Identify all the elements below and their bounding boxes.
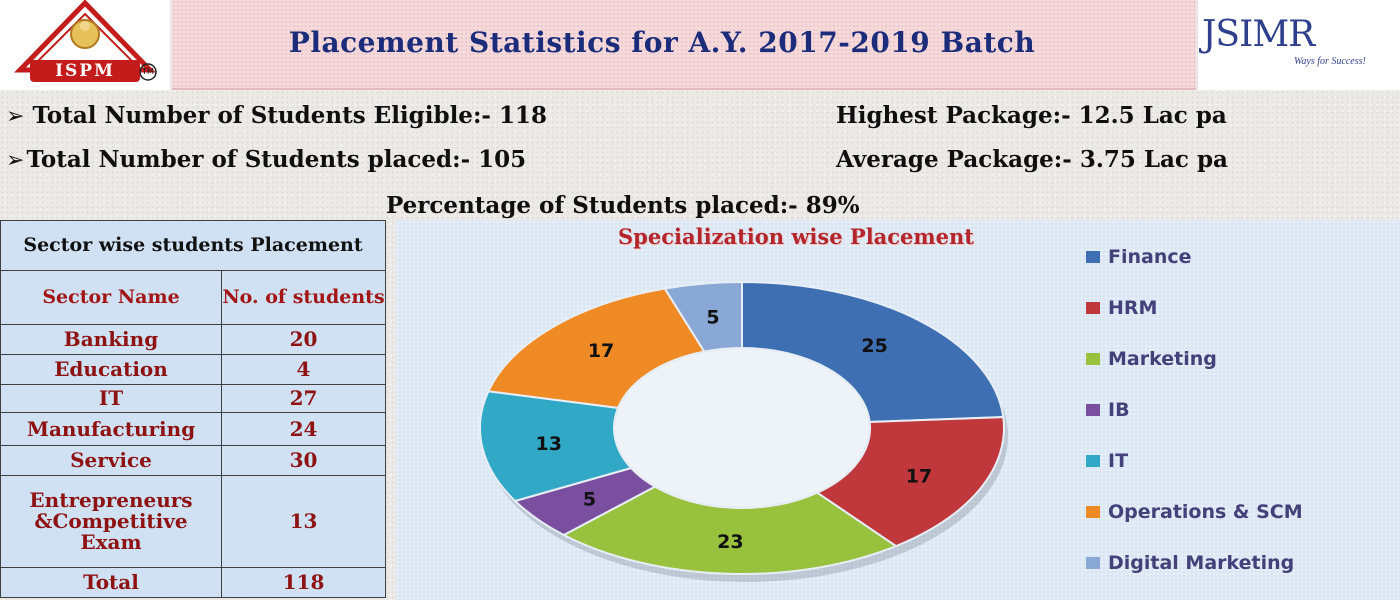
- legend-item: IT: [1086, 446, 1128, 476]
- legend-swatch: [1086, 353, 1100, 365]
- sector-count: 13: [221, 474, 386, 568]
- ispm-emblem-icon: [14, 0, 157, 82]
- table-row: Banking 20: [0, 324, 386, 356]
- stat-highest: Highest Package:- 12.5 Lac pa: [836, 102, 1227, 129]
- arrow-bullet-icon: ➢: [6, 148, 25, 173]
- legend-swatch: [1086, 302, 1100, 314]
- donut-slice: [815, 416, 1005, 548]
- sector-count: 4: [221, 354, 386, 386]
- sector-name: Education: [0, 354, 222, 386]
- donut-slice: [663, 280, 743, 353]
- ispm-logo: ISPM TM: [0, 0, 170, 90]
- legend-swatch: [1086, 506, 1100, 518]
- donut-slice: [479, 390, 633, 503]
- slice-data-label: 5: [706, 306, 719, 328]
- sector-count: 30: [221, 444, 386, 476]
- jsimr-tagline: Ways for Success!: [1294, 56, 1366, 67]
- total-value: 118: [221, 566, 386, 599]
- legend-item: Marketing: [1086, 344, 1217, 374]
- sector-count: 27: [221, 384, 386, 414]
- legend-swatch: [1086, 557, 1100, 569]
- sector-name: Entrepreneurs &Competitive Exam: [0, 474, 222, 568]
- table-row: Service 30: [0, 444, 386, 476]
- legend-label: IT: [1108, 450, 1129, 472]
- legend-label: HRM: [1108, 297, 1158, 319]
- sector-name: Banking: [0, 324, 222, 356]
- table-row: IT 27: [0, 384, 386, 414]
- table-header-row: Sector Name No. of students: [0, 270, 386, 326]
- total-label: Total: [0, 566, 222, 599]
- jsimr-logo-text: JSIMR: [1202, 14, 1315, 55]
- legend-item: HRM: [1086, 293, 1157, 323]
- sector-count: 24: [221, 412, 386, 446]
- legend-label: Finance: [1108, 246, 1192, 268]
- chart-title: Specialization wise Placement: [618, 224, 974, 249]
- chart-panel: Specialization wise Placement 25 17 23 5 13 1…: [396, 220, 1400, 600]
- page-title: Placement Statistics for A.Y. 2017-2019 …: [288, 26, 1036, 59]
- legend-item: Finance: [1086, 242, 1192, 272]
- legend-item: Digital Marketing: [1086, 548, 1294, 578]
- table-row: Entrepreneurs &Competitive Exam 13: [0, 474, 386, 568]
- title-banner: Placement Statistics for A.Y. 2017-2019 …: [172, 0, 1196, 90]
- table-title-row: Sector wise students Placement: [0, 219, 386, 272]
- donut-hole: [615, 349, 869, 507]
- slice-data-label: 13: [536, 433, 562, 455]
- slice-data-label: 25: [861, 335, 887, 357]
- slice-data-label: 5: [583, 488, 596, 510]
- table-row: Education 4: [0, 354, 386, 386]
- stat-placed: ➢Total Number of Students placed:- 105: [6, 146, 526, 173]
- stat-eligible: ➢ Total Number of Students Eligible:- 118: [6, 102, 547, 129]
- ispm-logo-text: ISPM: [55, 61, 115, 81]
- legend-label: Operations & SCM: [1108, 501, 1303, 523]
- sector-count: 20: [221, 324, 386, 356]
- legend-item: IB: [1086, 395, 1130, 425]
- sector-name: Manufacturing: [0, 412, 222, 446]
- legend-label: Digital Marketing: [1108, 552, 1295, 574]
- stat-placed-text: Total Number of Students placed:- 105: [26, 146, 527, 173]
- arrow-bullet-icon: ➢: [6, 104, 25, 129]
- slice-data-label: 17: [906, 466, 932, 488]
- donut-slice: [561, 485, 899, 575]
- stat-eligible-text: Total Number of Students Eligible:- 118: [32, 102, 547, 129]
- legend-label: Marketing: [1108, 348, 1217, 370]
- stat-percentage: Percentage of Students placed:- 89%: [386, 192, 860, 219]
- donut-slice: [741, 280, 1005, 424]
- ispm-logo-mark: TM: [142, 67, 154, 76]
- col-header-count: No. of students: [221, 270, 386, 326]
- col-header-sector: Sector Name: [0, 270, 222, 326]
- legend-label: IB: [1108, 399, 1130, 421]
- sector-name: Service: [0, 444, 222, 476]
- jsimr-logo: JSIMR Ways for Success!: [1198, 0, 1400, 90]
- sector-name: IT: [0, 384, 222, 414]
- table-title: Sector wise students Placement: [0, 219, 386, 272]
- legend-item: Operations & SCM: [1086, 497, 1303, 527]
- legend-swatch: [1086, 251, 1100, 263]
- stat-average: Average Package:- 3.75 Lac pa: [836, 146, 1228, 173]
- donut-chart: 25 17 23 5 13 17 5: [479, 280, 1008, 582]
- slice-data-label: 23: [717, 531, 743, 553]
- slice-data-label: 17: [588, 340, 614, 362]
- table-total-row: Total 118: [0, 566, 386, 599]
- header: ISPM TM Placement Statistics for A.Y. 20…: [0, 0, 1400, 90]
- sector-table: Sector wise students Placement Sector Na…: [0, 219, 386, 599]
- table-row: Manufacturing 24: [0, 412, 386, 446]
- legend-swatch: [1086, 455, 1100, 467]
- legend-swatch: [1086, 404, 1100, 416]
- donut-slice: [486, 287, 706, 409]
